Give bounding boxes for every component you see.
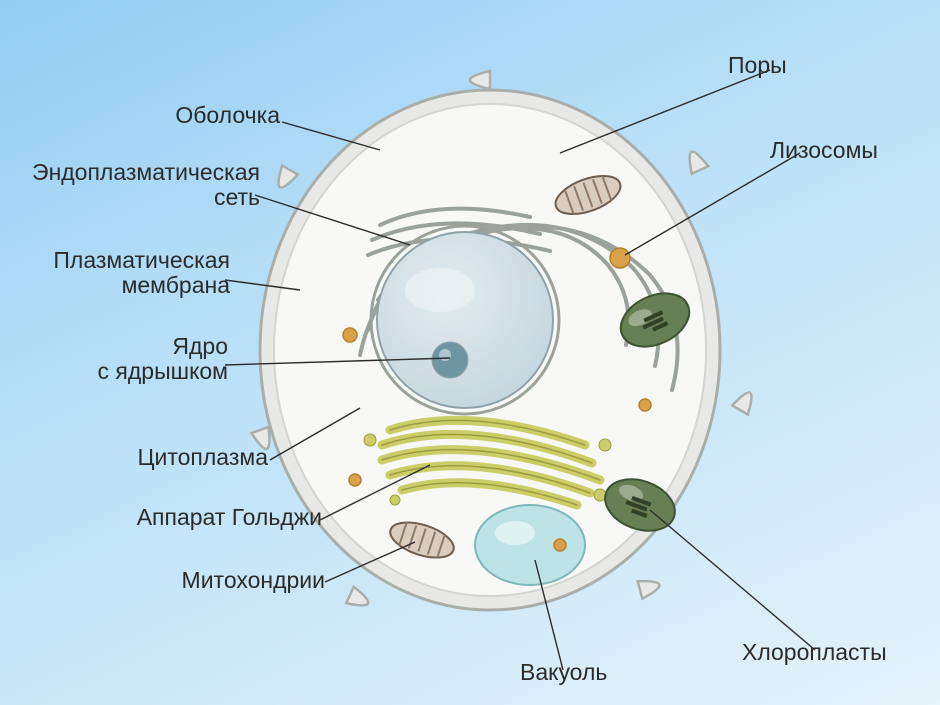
label-golgi: Аппарат Гольджи xyxy=(137,505,322,530)
cell-diagram: Оболочка Эндоплазматическаясеть Плазмати… xyxy=(0,0,940,705)
label-nucleus: Ядрос ядрышком xyxy=(98,334,228,385)
label-vacuole: Вакуоль xyxy=(520,660,607,685)
label-mitochondria: Митохондрии xyxy=(182,568,325,593)
label-membrane: Плазматическаямембрана xyxy=(53,248,230,299)
label-chloroplasts: Хлоропласты xyxy=(742,640,887,665)
label-er: Эндоплазматическаясеть xyxy=(32,160,260,211)
label-wall: Оболочка xyxy=(175,103,280,128)
label-cytoplasm: Цитоплазма xyxy=(138,445,269,470)
label-lysosomes: Лизосомы xyxy=(770,138,878,163)
label-pores: Поры xyxy=(728,53,787,78)
